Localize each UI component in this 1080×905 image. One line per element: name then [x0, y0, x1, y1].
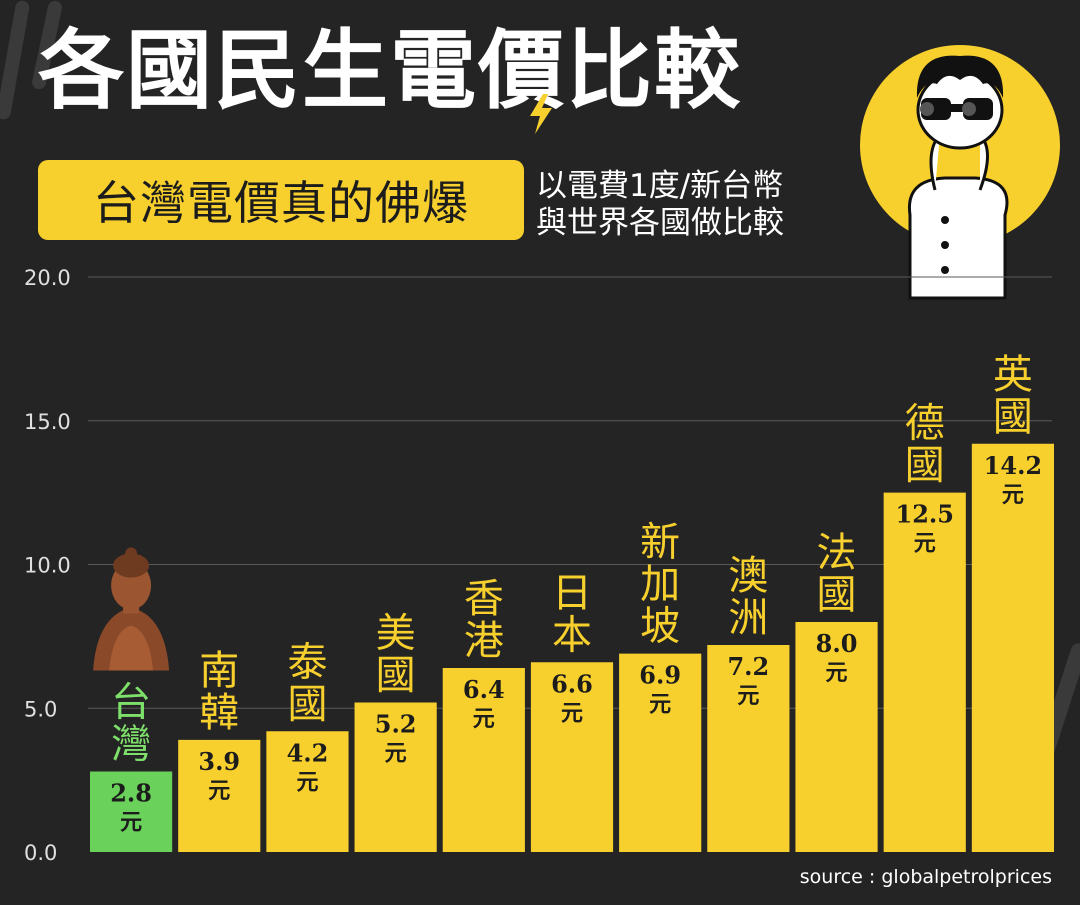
bar-4	[442, 668, 525, 852]
category-label: 香	[464, 576, 504, 622]
category-label: 台	[111, 680, 151, 726]
y-tick-label: 0.0	[24, 841, 57, 865]
category-label: 國	[817, 572, 857, 618]
value-label: 3.9	[198, 747, 240, 776]
unit-label: 元	[649, 692, 671, 718]
source-credit: source : globalpetrolprices	[799, 866, 1052, 888]
unit-label: 元	[826, 660, 848, 686]
person-with-binoculars-illustration	[860, 45, 1060, 300]
category-label: 洲	[728, 595, 768, 641]
value-label: 6.4	[463, 675, 505, 704]
bar-10	[971, 443, 1054, 852]
page-title: 各國民生電價比較	[38, 21, 742, 121]
value-label: 6.6	[551, 669, 593, 698]
value-label: 8.0	[816, 629, 858, 658]
y-tick-label: 20.0	[24, 266, 71, 290]
value-label: 12.5	[896, 500, 954, 529]
lightning-bolt-icon	[530, 94, 552, 134]
y-tick-label: 5.0	[24, 697, 57, 721]
bar-2	[266, 731, 349, 852]
category-label: 泰	[287, 639, 327, 685]
value-label: 2.8	[110, 779, 152, 808]
category-label: 灣	[111, 722, 151, 768]
category-label: 日	[552, 570, 592, 616]
value-label: 7.2	[727, 652, 769, 681]
unit-label: 元	[473, 706, 495, 732]
category-label: 英	[993, 352, 1033, 398]
value-label: 6.9	[639, 661, 681, 690]
category-label: 國	[287, 681, 327, 727]
comparison-note: 以電費1度/新台幣 與世界各國做比較	[536, 168, 784, 242]
value-label: 14.2	[984, 451, 1042, 480]
y-tick-label: 10.0	[24, 554, 71, 578]
bar-8	[795, 622, 878, 852]
value-label: 4.2	[287, 738, 329, 767]
bar-5	[530, 662, 614, 852]
category-label: 國	[993, 394, 1033, 440]
category-label: 澳	[728, 553, 768, 599]
category-label: 德	[905, 401, 945, 447]
unit-label: 元	[561, 700, 583, 726]
unit-label: 元	[737, 683, 759, 709]
bar-1	[178, 739, 261, 852]
category-label: 加	[640, 562, 680, 608]
bar-9	[883, 492, 966, 852]
unit-label: 元	[914, 531, 936, 557]
note-line: 與世界各國做比較	[536, 205, 784, 241]
buddha-statue-icon	[93, 547, 170, 671]
subtitle-text: 台灣電價真的佛爆	[93, 176, 469, 230]
y-tick-label: 15.0	[24, 410, 71, 434]
unit-label: 元	[208, 778, 230, 804]
category-label: 港	[464, 618, 504, 664]
category-label: 韓	[199, 690, 239, 736]
bar-7	[707, 645, 790, 852]
bar-3	[354, 702, 437, 852]
unit-label: 元	[385, 741, 407, 767]
category-label: 新	[640, 520, 680, 566]
value-label: 5.2	[375, 710, 417, 739]
category-label: 國	[376, 653, 416, 699]
unit-label: 元	[296, 769, 318, 795]
category-label: 法	[817, 530, 857, 576]
bar-6	[619, 653, 702, 852]
subtitle-banner: 台灣電價真的佛爆	[38, 160, 524, 240]
category-label: 本	[552, 612, 592, 658]
category-label: 南	[199, 648, 239, 694]
note-line: 以電費1度/新台幣	[536, 168, 784, 204]
bar-0	[90, 771, 173, 852]
unit-label: 元	[1002, 482, 1024, 508]
category-label: 美	[376, 611, 416, 657]
category-label: 國	[905, 443, 945, 489]
unit-label: 元	[120, 810, 142, 836]
category-label: 坡	[640, 604, 680, 650]
